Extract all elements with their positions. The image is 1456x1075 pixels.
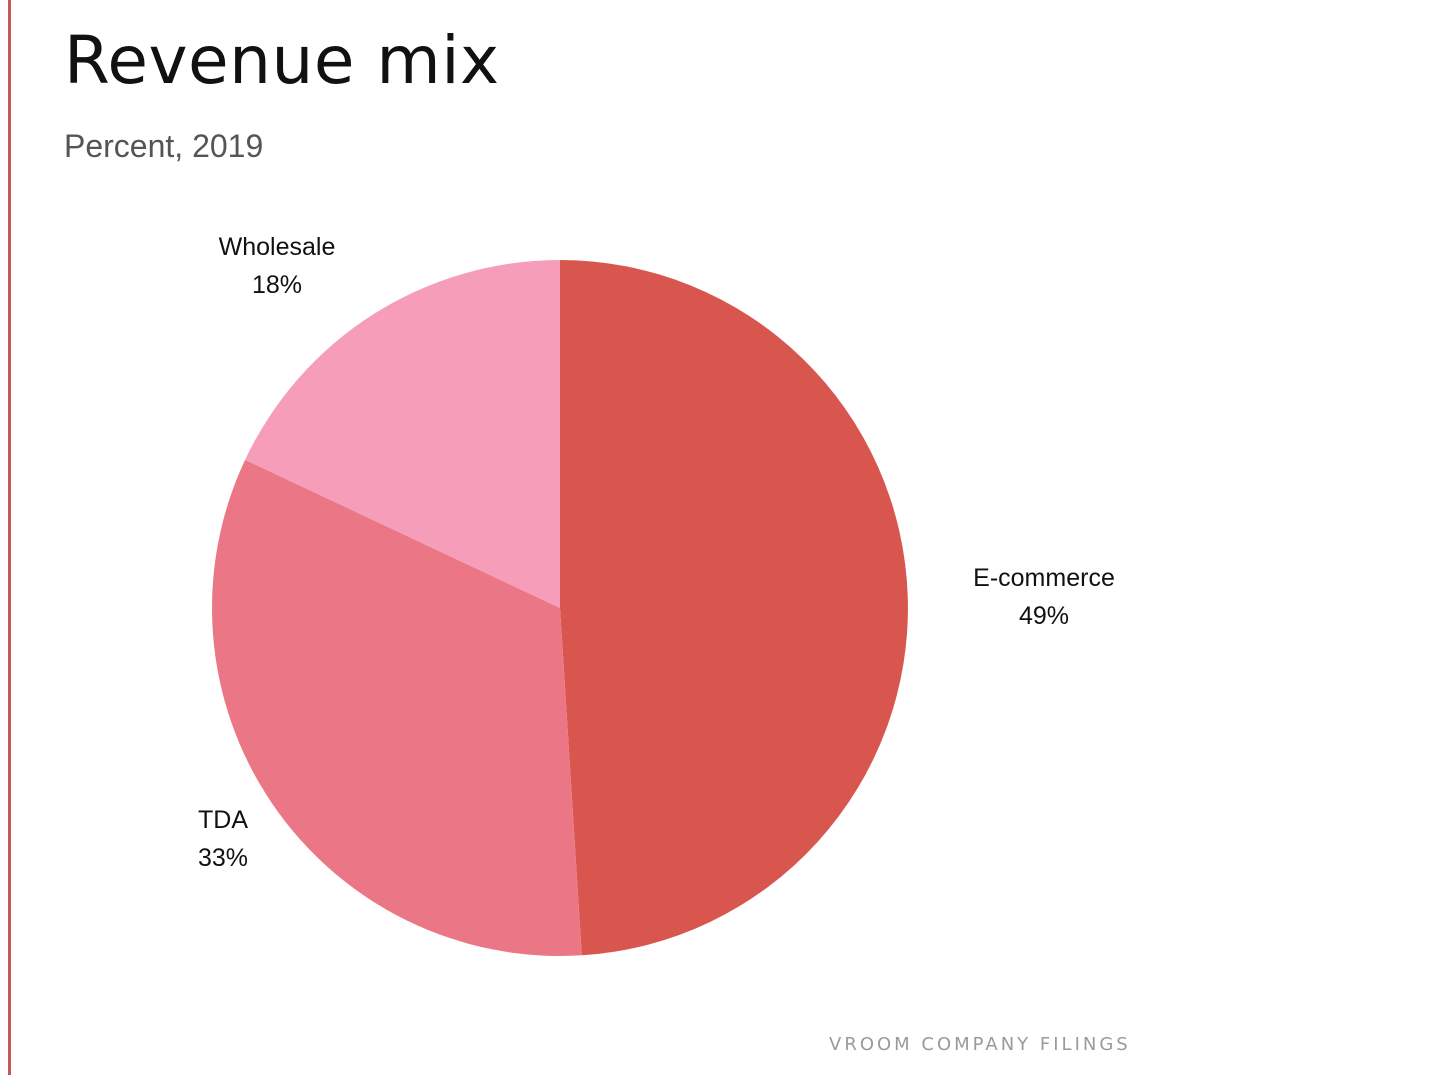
pie-slice-wholesale (245, 260, 560, 608)
slice-label: TDA (198, 806, 248, 834)
slice-label: Wholesale (219, 233, 336, 261)
slice-label: E-commerce (973, 564, 1115, 592)
chart-subtitle: Percent, 2019 (64, 128, 264, 164)
source-note: VROOM COMPANY FILINGS (829, 1034, 1131, 1055)
pie-labels: E-commerce 49% TDA 33% Wholesale 18% (198, 233, 1115, 872)
pie-slice-e-commerce (560, 260, 908, 956)
pie-slice-tda (212, 459, 582, 956)
slice-value-label: 49% (1019, 602, 1069, 630)
slice-value-label: 18% (252, 271, 302, 299)
slice-value-label: 33% (198, 844, 248, 872)
accent-bar (8, 0, 11, 1075)
pie-slices (212, 260, 908, 956)
chart-title: Revenue mix (64, 22, 500, 99)
